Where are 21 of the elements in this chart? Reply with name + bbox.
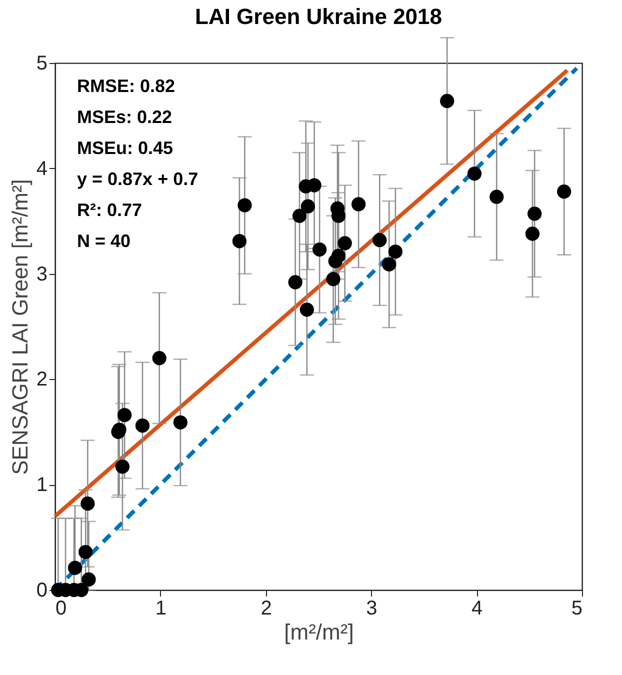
y-tick-label: 4	[36, 158, 48, 180]
y-tick-label: 1	[36, 474, 48, 496]
annotation: MSEu: 0.45	[77, 138, 174, 158]
annotation: MSEs: 0.22	[77, 107, 172, 127]
chart-title: LAI Green Ukraine 2018	[194, 4, 442, 30]
annotation: y = 0.87x + 0.7	[77, 169, 198, 189]
x-tick-label: 0	[56, 598, 67, 620]
annotation: N = 40	[77, 231, 131, 251]
x-tick-label: 3	[366, 598, 378, 620]
y-tick-label: 0	[36, 580, 48, 602]
y-tick-label: 3	[36, 263, 48, 286]
annotation: RMSE: 0.82	[77, 76, 176, 96]
x-tick-label: 2	[260, 598, 272, 620]
annotation: R²: 0.77	[77, 200, 142, 220]
x-axis-title: [m²/m²]	[284, 620, 354, 644]
y-axis-title: SENSAGRI LAI Green [m²/m²]	[7, 179, 32, 475]
y-tick-label: 2	[36, 368, 48, 391]
x-tick-label: 4	[472, 598, 483, 620]
x-tick-label: 5	[571, 598, 582, 620]
y-tick-label: 5	[36, 52, 48, 74]
x-tick-label: 1	[155, 598, 166, 620]
